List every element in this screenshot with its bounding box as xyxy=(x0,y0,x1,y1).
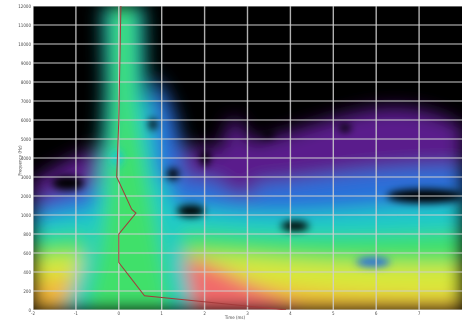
y-tick-label: 0 xyxy=(28,307,31,313)
x-tick-label: 5 xyxy=(332,311,335,316)
x-axis-label: Time (ms) xyxy=(224,315,246,320)
x-tick-label: 6 xyxy=(374,311,378,316)
grid-lines xyxy=(33,6,462,310)
y-tick-label: 12000 xyxy=(18,3,31,9)
x-tick-label: 4 xyxy=(289,311,292,316)
x-tick-label: 7 xyxy=(417,311,421,316)
x-tick-label: 2 xyxy=(203,311,206,316)
y-tick-label: 2000 xyxy=(20,193,31,199)
y-tick-label: 200 xyxy=(23,288,31,294)
series-line xyxy=(116,6,287,310)
spectrogram-heatmap xyxy=(33,6,462,310)
x-tick-label: 3 xyxy=(246,311,249,316)
y-tick-label: 7000 xyxy=(20,98,31,104)
y-tick-label: 5000 xyxy=(20,136,31,142)
y-tick-label: 6000 xyxy=(20,117,31,123)
y-tick-label: 1000 xyxy=(20,212,31,218)
x-tick-label: -1 xyxy=(73,311,78,316)
spectrogram-plot xyxy=(33,6,462,310)
y-tick-label: 600 xyxy=(23,250,31,256)
y-tick-label: 800 xyxy=(23,231,31,237)
y-tick-label: 8000 xyxy=(20,79,31,85)
y-tick-label: 4000 xyxy=(20,155,31,161)
y-tick-label: 10000 xyxy=(18,41,31,47)
x-tick-label: 1 xyxy=(160,311,163,316)
y-tick-label: 3000 xyxy=(20,174,31,180)
y-axis-label: Frequency (Hz) xyxy=(17,145,23,176)
x-tick-label: 0 xyxy=(117,311,121,316)
y-tick-label: 9000 xyxy=(20,60,31,66)
y-tick-label: 11000 xyxy=(18,22,31,28)
y-tick-label: 400 xyxy=(23,269,31,275)
x-tick-label: -2 xyxy=(31,311,35,316)
